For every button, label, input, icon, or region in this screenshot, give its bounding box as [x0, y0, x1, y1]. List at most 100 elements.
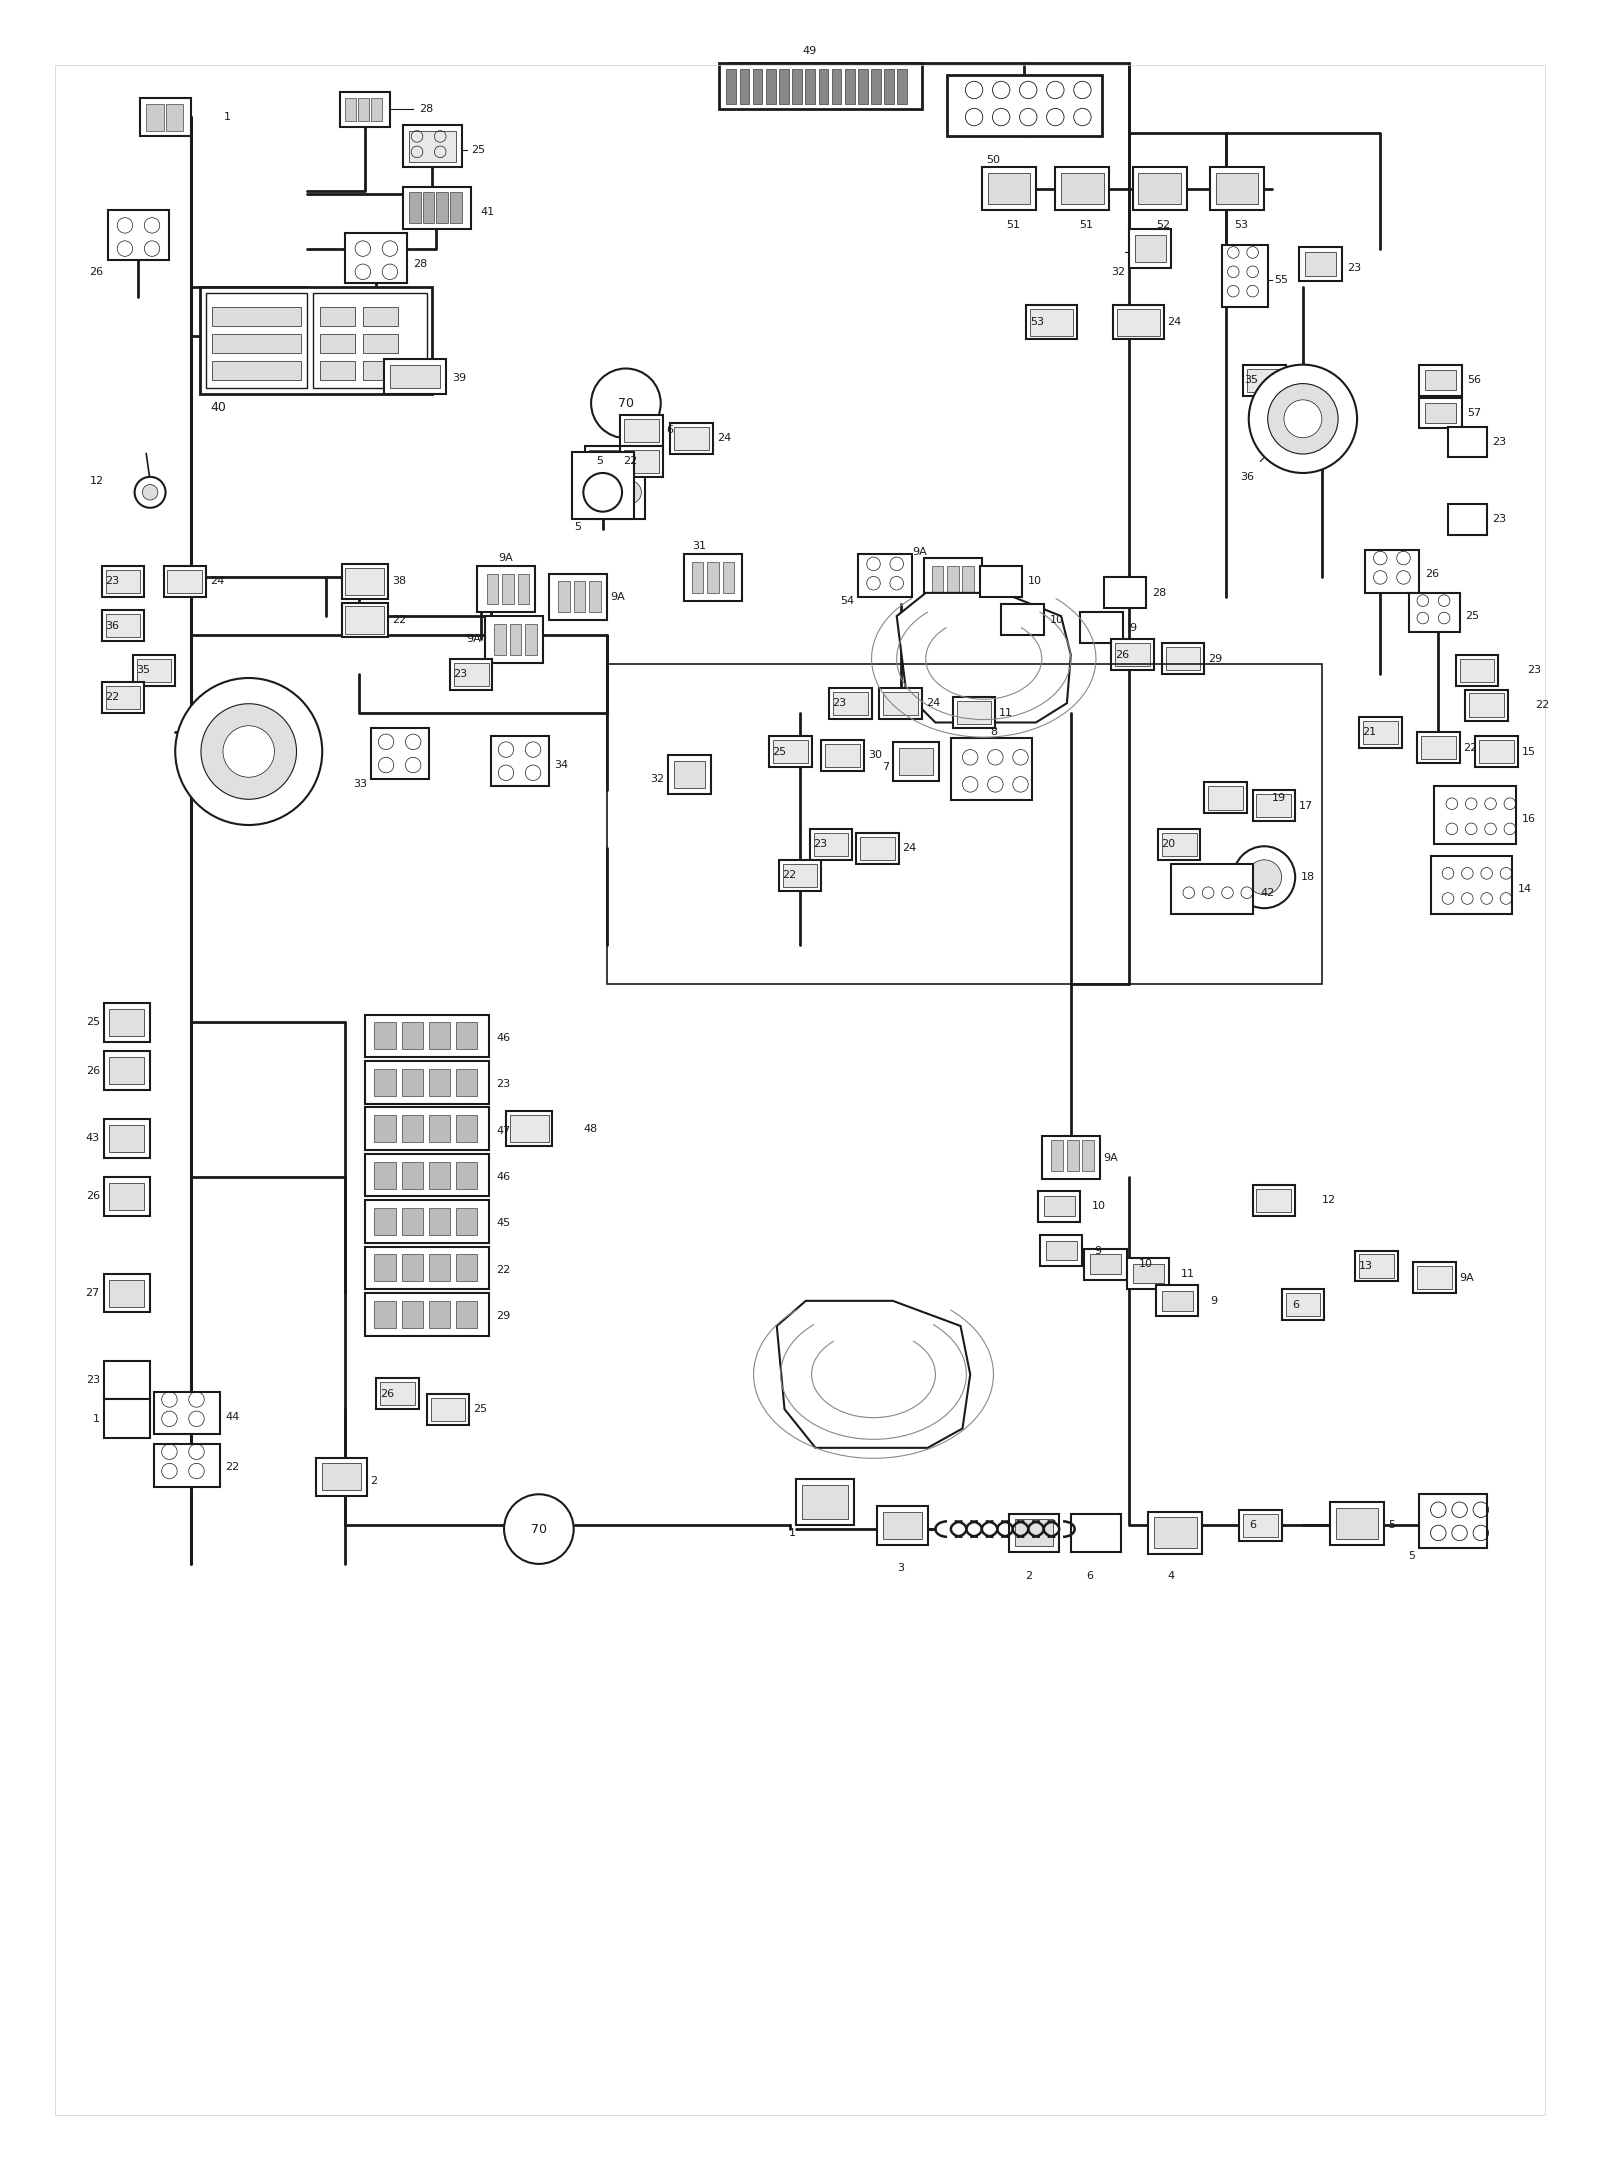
Bar: [312, 292, 427, 388]
Text: 25: 25: [773, 746, 787, 756]
Bar: [402, 1254, 422, 1282]
Text: 11: 11: [1000, 708, 1013, 717]
Text: 17: 17: [1299, 800, 1314, 811]
Bar: [1435, 787, 1515, 844]
Bar: [450, 192, 461, 222]
Text: 23: 23: [1347, 264, 1362, 272]
Text: 8: 8: [990, 728, 997, 737]
Bar: [371, 98, 382, 120]
Bar: [525, 623, 538, 654]
Text: 9: 9: [1130, 623, 1136, 632]
Bar: [510, 623, 522, 654]
Text: 46: 46: [496, 1173, 510, 1182]
Bar: [427, 1393, 469, 1426]
Text: 48: 48: [584, 1123, 598, 1134]
Bar: [586, 447, 627, 477]
Text: 19: 19: [1272, 794, 1286, 802]
Bar: [456, 1068, 477, 1097]
Bar: [923, 558, 982, 604]
Bar: [341, 602, 387, 637]
Bar: [485, 617, 542, 663]
Bar: [363, 334, 398, 353]
Text: 18: 18: [1301, 872, 1315, 883]
Bar: [1459, 658, 1494, 682]
Bar: [877, 1506, 928, 1546]
Circle shape: [1283, 399, 1322, 438]
Text: 28: 28: [1152, 589, 1166, 597]
Bar: [402, 1022, 422, 1049]
Bar: [726, 70, 736, 102]
Bar: [898, 70, 907, 102]
Bar: [371, 728, 429, 778]
Bar: [102, 682, 144, 713]
Bar: [133, 654, 176, 687]
Bar: [950, 739, 1032, 800]
Bar: [402, 1208, 422, 1236]
Text: 6: 6: [1086, 1570, 1094, 1580]
Bar: [365, 1153, 488, 1197]
Bar: [1413, 1262, 1456, 1293]
Bar: [691, 562, 704, 593]
Text: 22: 22: [782, 870, 797, 881]
Bar: [109, 1057, 144, 1083]
Text: 41: 41: [482, 207, 494, 216]
Text: 1: 1: [224, 111, 230, 122]
Bar: [374, 1116, 395, 1142]
Text: 33: 33: [352, 780, 366, 789]
Bar: [506, 1112, 552, 1147]
Bar: [718, 63, 922, 109]
Bar: [376, 1378, 419, 1408]
Text: 12: 12: [90, 475, 104, 486]
Bar: [1042, 1136, 1099, 1179]
Bar: [106, 615, 141, 637]
Text: 44: 44: [226, 1413, 240, 1421]
Text: 34: 34: [554, 761, 568, 770]
Bar: [1067, 1140, 1078, 1171]
Bar: [549, 573, 606, 619]
Bar: [163, 567, 206, 597]
Bar: [1117, 310, 1160, 336]
Bar: [109, 1280, 144, 1306]
Bar: [1158, 828, 1200, 859]
Bar: [931, 567, 942, 597]
Text: 9A: 9A: [466, 634, 482, 645]
Bar: [1306, 253, 1336, 275]
Text: 7: 7: [882, 763, 890, 772]
Text: 4: 4: [1168, 1570, 1174, 1580]
Text: 16: 16: [1522, 813, 1536, 824]
Bar: [1243, 1513, 1278, 1537]
Text: 45: 45: [496, 1219, 510, 1230]
Bar: [883, 1511, 922, 1539]
Text: 5: 5: [595, 456, 603, 467]
Bar: [624, 419, 659, 443]
Text: 26: 26: [90, 266, 104, 277]
Bar: [206, 292, 307, 388]
Bar: [403, 124, 461, 168]
Bar: [320, 360, 355, 379]
Bar: [779, 859, 821, 892]
Text: 2: 2: [371, 1476, 378, 1487]
Text: 22: 22: [1534, 700, 1549, 711]
Bar: [558, 582, 570, 613]
Circle shape: [584, 473, 622, 512]
Bar: [739, 70, 749, 102]
Bar: [1418, 1267, 1451, 1288]
Bar: [1355, 1251, 1398, 1282]
Text: 28: 28: [413, 259, 427, 268]
Circle shape: [202, 704, 296, 800]
Text: 22: 22: [106, 693, 118, 702]
Text: 28: 28: [419, 105, 434, 113]
Bar: [982, 168, 1035, 209]
Bar: [200, 288, 432, 395]
Bar: [805, 70, 814, 102]
Bar: [456, 1301, 477, 1328]
Bar: [450, 658, 493, 689]
Text: 9A: 9A: [499, 554, 514, 562]
Bar: [102, 610, 144, 641]
Text: 26: 26: [1424, 569, 1438, 578]
Text: 29: 29: [1208, 654, 1222, 663]
Text: 26: 26: [379, 1389, 394, 1400]
Bar: [1040, 1236, 1083, 1267]
Bar: [1475, 737, 1518, 767]
Bar: [834, 691, 867, 715]
